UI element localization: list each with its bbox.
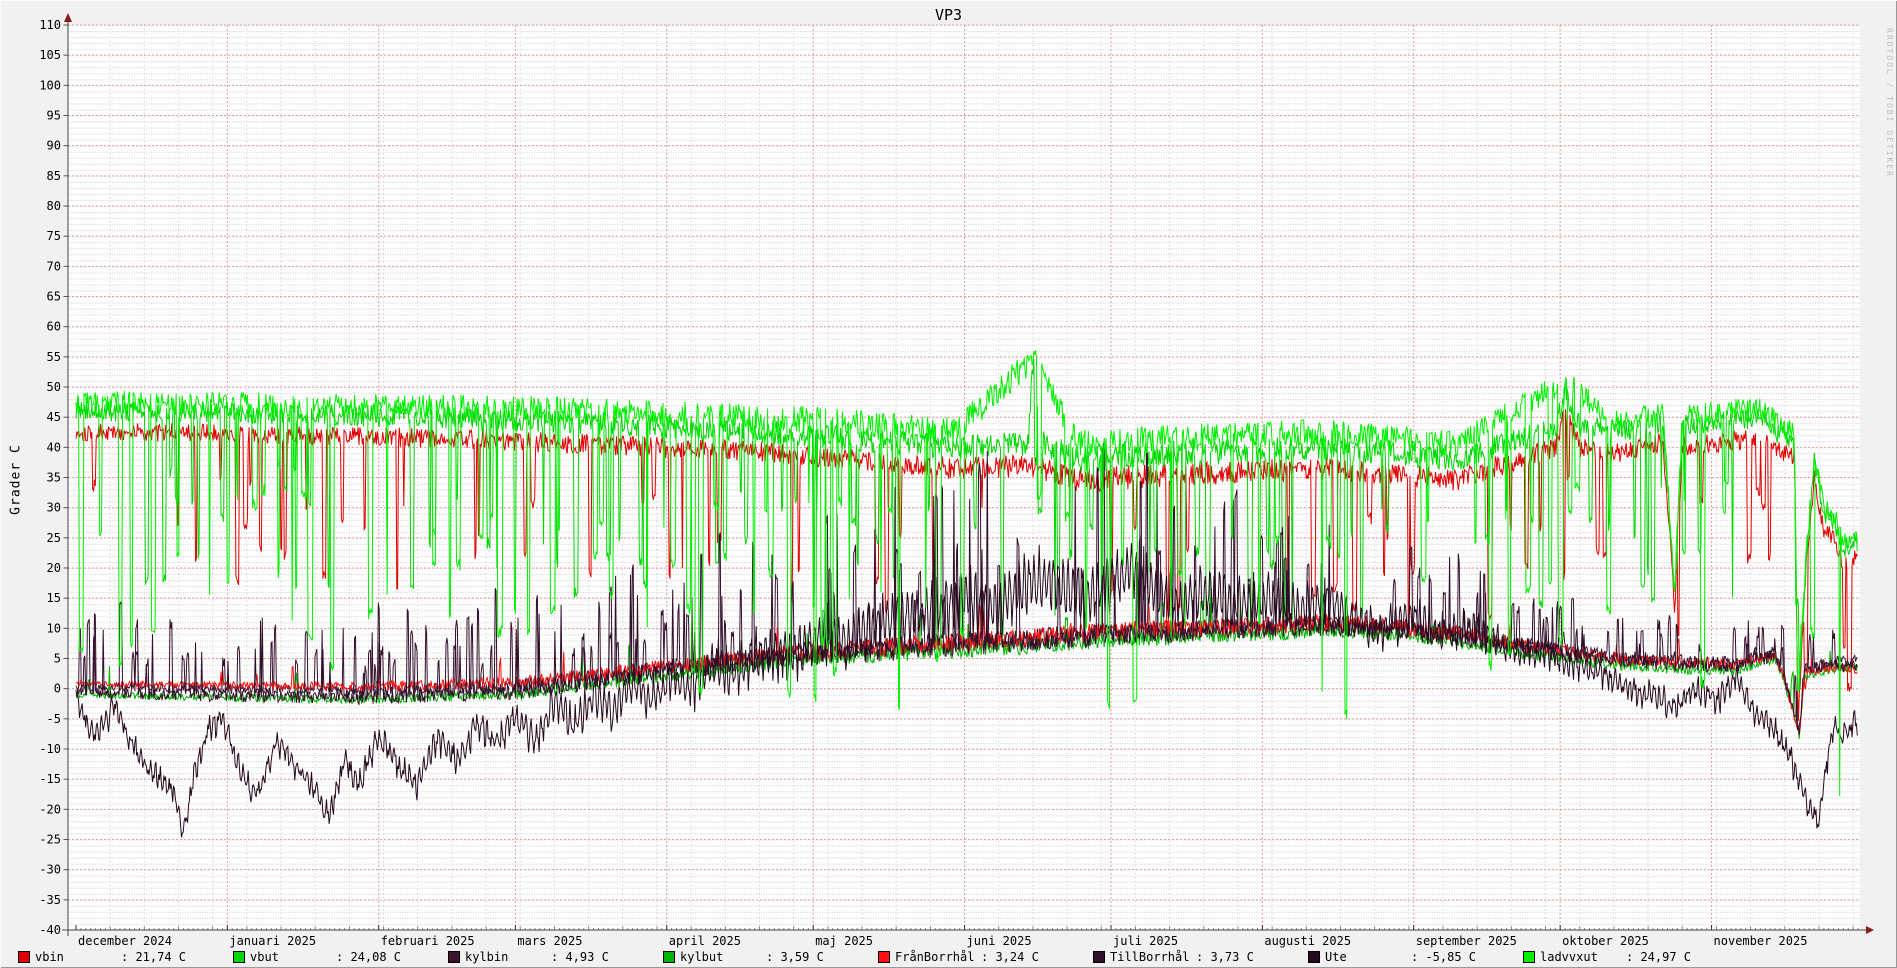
y-tick-label: 55 — [47, 350, 61, 364]
legend-label: kylbin — [465, 950, 509, 964]
series-TillBorrhål — [75, 442, 1858, 735]
y-axis-arrow-icon — [64, 13, 72, 22]
legend: vbin : 21,74 C vbut : 24,08 C kylbin : 4,93 C… — [18, 950, 1738, 964]
y-tick-label: 35 — [47, 471, 61, 485]
rrdtool-watermark: RRDTOOL / TOBI OETIKER — [1885, 28, 1894, 178]
series-Ute — [75, 543, 1858, 838]
y-tick-label: -40 — [39, 923, 61, 937]
legend-value: : 24,08 C — [336, 950, 402, 964]
x-tick-label: december 2024 — [78, 934, 172, 948]
y-tick-label: -35 — [39, 893, 61, 907]
y-tick-label: 50 — [47, 380, 61, 394]
legend-value: : 21,74 C — [121, 950, 187, 964]
legend-item-kylbin: kylbin : 4,93 C — [448, 950, 663, 964]
data-series — [75, 350, 1858, 838]
legend-label: Ute — [1325, 950, 1347, 964]
y-tick-label: -20 — [39, 802, 61, 816]
y-tick-label: 90 — [47, 139, 61, 153]
y-tick-label: 95 — [47, 109, 61, 123]
y-tick-label: 75 — [47, 229, 61, 243]
y-tick-label: 45 — [47, 410, 61, 424]
x-tick-label: oktober 2025 — [1562, 934, 1649, 948]
legend-label: vbut — [250, 950, 279, 964]
y-tick-label: 100 — [39, 78, 61, 92]
legend-swatch-icon — [663, 951, 675, 963]
x-tick-label: september 2025 — [1416, 934, 1517, 948]
legend-swatch-icon — [448, 951, 460, 963]
legend-label: FrånBorrhål — [895, 950, 975, 964]
y-tick-label: 60 — [47, 320, 61, 334]
legend-item-vbut: vbut : 24,08 C — [233, 950, 448, 964]
x-tick-label: januari 2025 — [229, 934, 316, 948]
legend-item-FrånBorrhål: FrånBorrhål : 3,24 C — [878, 950, 1093, 964]
y-tick-label: 40 — [47, 440, 61, 454]
y-tick-label: -30 — [39, 863, 61, 877]
legend-item-TillBorrhål: TillBorrhål : 3,73 C — [1093, 950, 1308, 964]
y-tick-label: 65 — [47, 290, 61, 304]
y-tick-label: -25 — [39, 833, 61, 847]
y-tick-label: -10 — [39, 742, 61, 756]
series-vbut — [75, 358, 1858, 692]
x-tick-label: maj 2025 — [815, 934, 873, 948]
legend-item-vbin: vbin : 21,74 C — [18, 950, 233, 964]
legend-value: : 3,24 C — [981, 950, 1039, 964]
legend-value: : 4,93 C — [551, 950, 609, 964]
graph-title: VP3 — [934, 6, 963, 24]
legend-item-kylbut: kylbut : 3,59 C — [663, 950, 878, 964]
legend-label: TillBorrhål — [1110, 950, 1190, 964]
y-tick-label: 0 — [54, 682, 61, 696]
y-tick-label: 105 — [39, 48, 61, 62]
legend-swatch-icon — [18, 951, 30, 963]
x-tick-label: april 2025 — [669, 934, 741, 948]
y-tick-label: 110 — [39, 18, 61, 32]
legend-item-Ute: Ute : -5,85 C — [1308, 950, 1523, 964]
legend-swatch-icon — [1523, 951, 1535, 963]
axis-ticks — [63, 24, 1859, 931]
series-ladvvxut — [75, 350, 1858, 796]
x-tick-label: juli 2025 — [1113, 934, 1178, 948]
legend-swatch-icon — [1093, 951, 1105, 963]
x-tick-label: juni 2025 — [967, 934, 1032, 948]
legend-value: : 3,73 C — [1196, 950, 1254, 964]
x-axis-arrow-icon — [1866, 926, 1874, 934]
y-tick-label: 70 — [47, 259, 61, 273]
y-tick-label: -5 — [47, 712, 61, 726]
legend-value: : -5,85 C — [1411, 950, 1477, 964]
x-tick-label: augusti 2025 — [1264, 934, 1351, 948]
y-tick-label: 30 — [47, 501, 61, 515]
y-tick-label: -15 — [39, 772, 61, 786]
legend-swatch-icon — [233, 951, 245, 963]
x-tick-label: november 2025 — [1714, 934, 1808, 948]
legend-value: : 24,97 C — [1626, 950, 1692, 964]
y-tick-label: 80 — [47, 199, 61, 213]
legend-swatch-icon — [878, 951, 890, 963]
legend-swatch-icon — [1308, 951, 1320, 963]
legend-item-ladvvxut: ladvvxut : 24,97 C — [1523, 950, 1738, 964]
x-tick-label: februari 2025 — [381, 934, 475, 948]
legend-label: kylbut — [680, 950, 724, 964]
y-tick-label: 25 — [47, 531, 61, 545]
legend-label: vbin — [35, 950, 64, 964]
y-tick-label: 10 — [47, 621, 61, 635]
y-tick-label: 85 — [47, 169, 61, 183]
x-tick-label: mars 2025 — [517, 934, 582, 948]
legend-value: : 3,59 C — [766, 950, 824, 964]
legend-label: ladvvxut — [1540, 950, 1598, 964]
y-tick-label: 15 — [47, 591, 61, 605]
y-tick-label: 5 — [54, 652, 61, 666]
y-tick-label: 20 — [47, 561, 61, 575]
